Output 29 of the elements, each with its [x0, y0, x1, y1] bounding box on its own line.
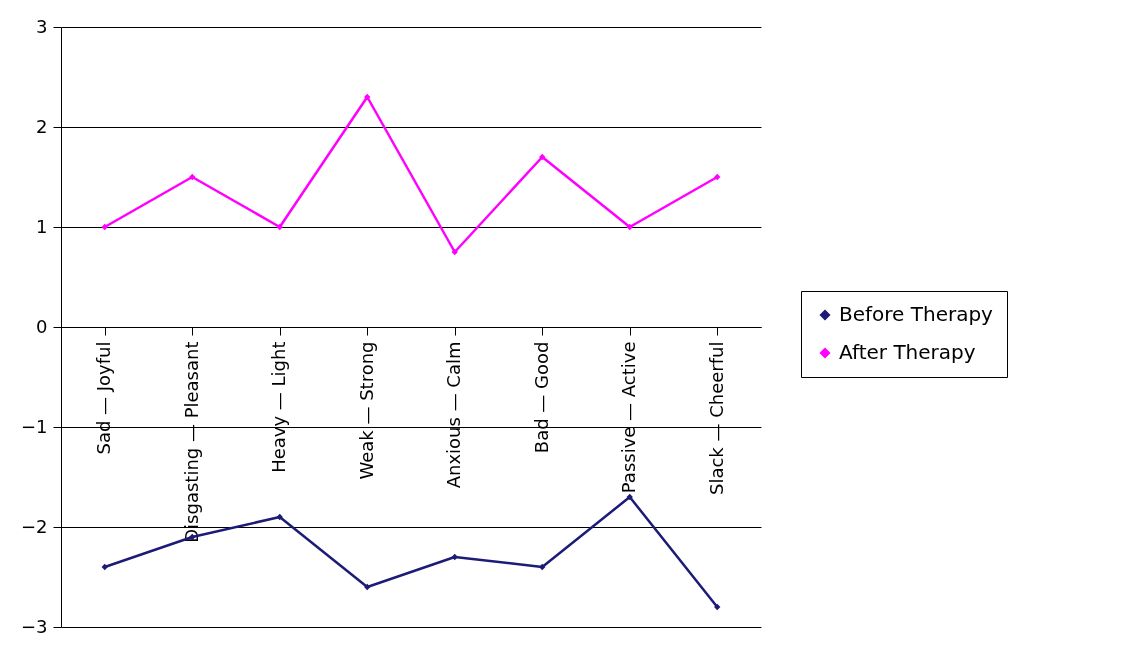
legend-label: After Therapy	[839, 340, 976, 364]
x-tick-label: Anxious — Calm	[443, 341, 465, 489]
y-tick-label: 1	[36, 215, 48, 237]
point	[626, 223, 633, 231]
point	[189, 173, 196, 181]
point	[451, 248, 458, 256]
legend-label: Before Therapy	[839, 302, 994, 326]
y-tick-label: 2	[36, 115, 48, 137]
x-tick-label: Heavy — Light	[268, 341, 290, 473]
point	[714, 173, 721, 181]
x-tick-label: Sad — Joyful	[93, 341, 115, 455]
point	[276, 223, 283, 231]
x-tick-label: Passive — Active	[618, 341, 640, 494]
point	[539, 153, 546, 161]
point	[626, 493, 633, 501]
y-tick-label: −2	[20, 515, 48, 537]
y-tick-label: −3	[20, 615, 48, 637]
y-tick-label: 0	[36, 315, 48, 337]
point	[101, 563, 108, 571]
point	[101, 223, 108, 231]
point	[364, 93, 371, 101]
point	[451, 553, 458, 561]
point	[539, 563, 546, 571]
y-tick-label: −1	[20, 415, 48, 437]
point	[364, 583, 371, 591]
y-tick-label: 3	[36, 15, 48, 37]
point	[714, 603, 721, 611]
x-tick-label: Weak — Strong	[355, 341, 377, 480]
point	[276, 513, 283, 521]
